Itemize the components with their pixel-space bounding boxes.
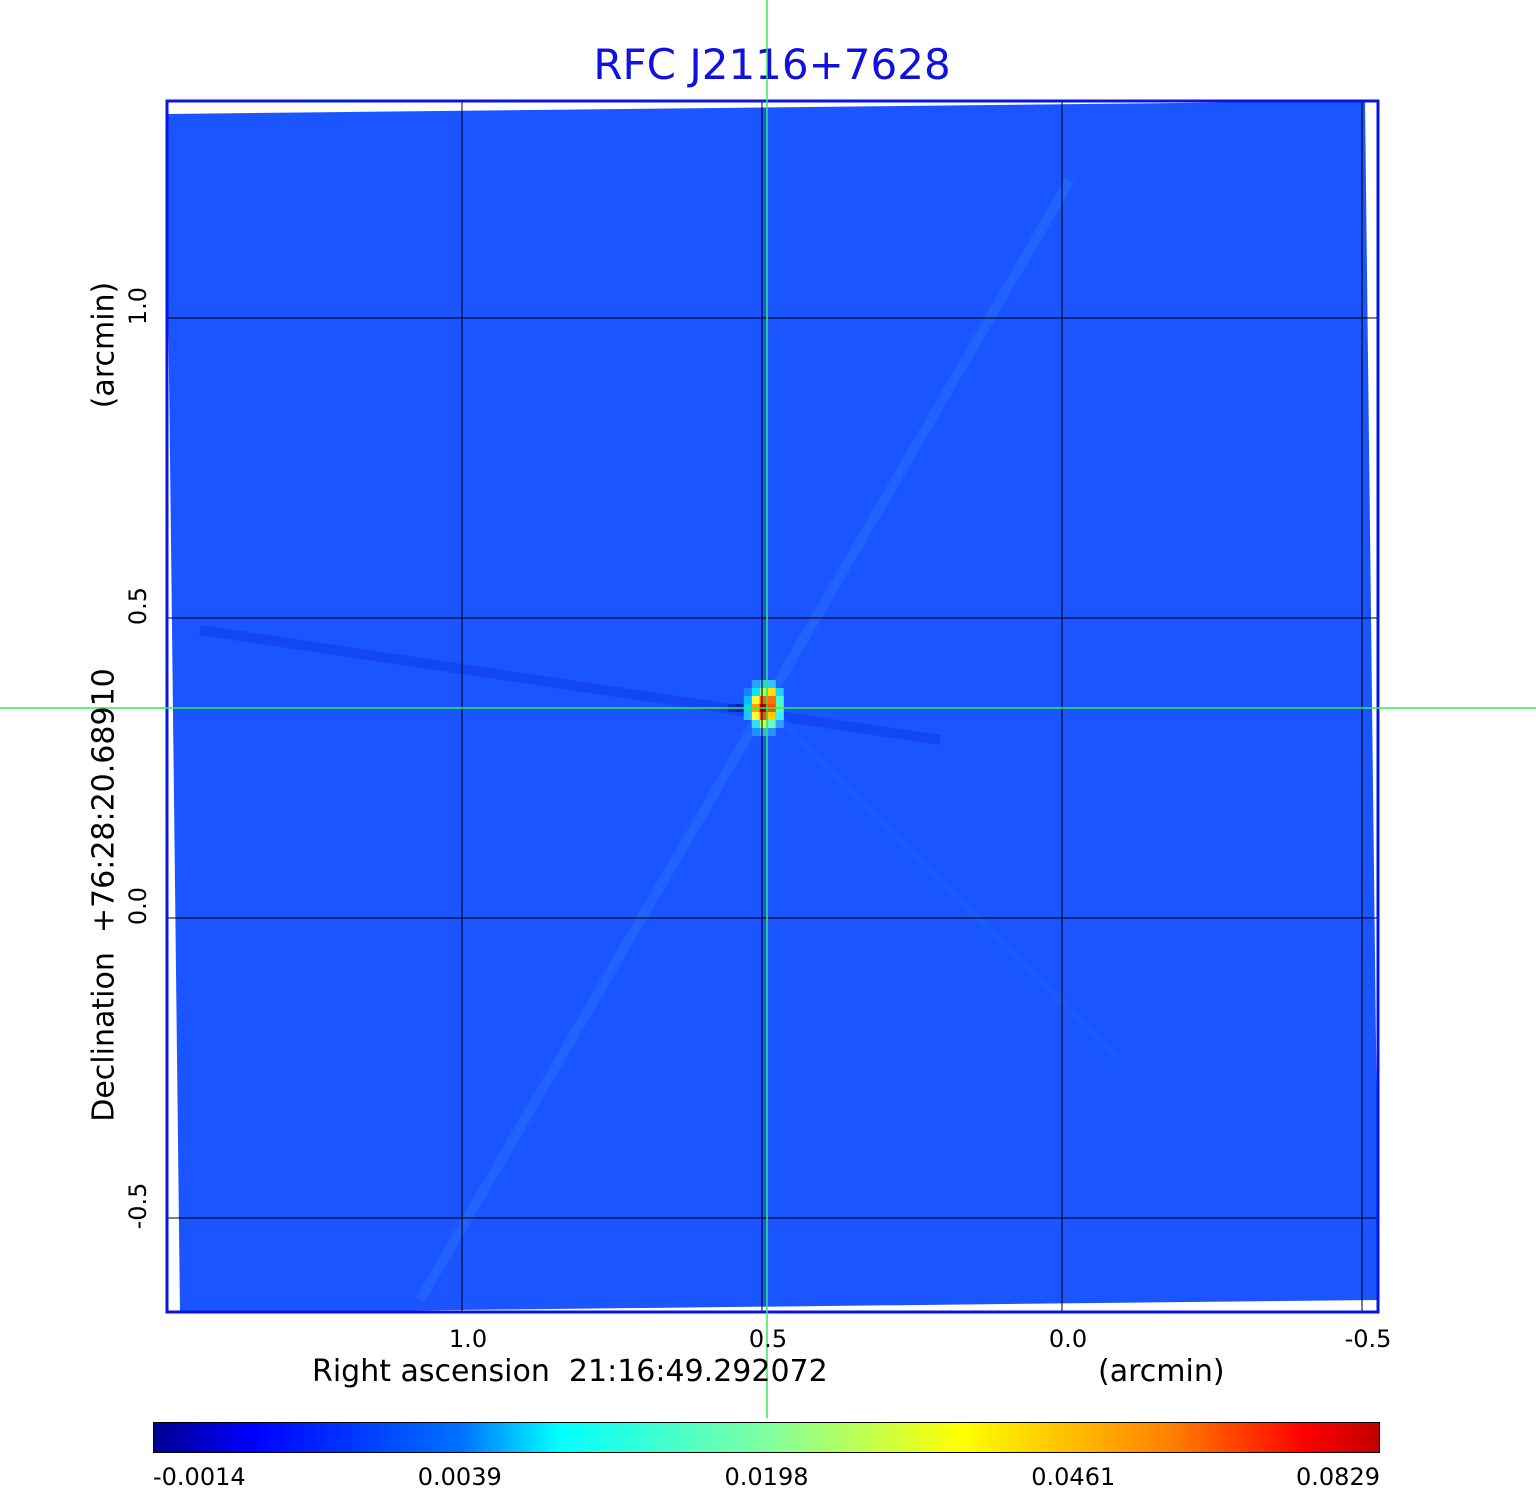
source-pixel [767,712,776,720]
y-tick-label: 1.0 [124,286,152,326]
source-pixel [751,696,760,704]
source-pixel [775,712,784,720]
source-pixel [759,696,768,704]
y-axis-label: Declination +76:28:20.68910 [86,668,122,1122]
source-pixel [759,728,768,736]
source-pixel [775,688,784,696]
source-pixel [751,680,760,688]
colorbar-tick-label: 0.0039 [417,1463,502,1491]
y-tick-label: -0.5 [124,1182,152,1230]
x-axis-unit: (arcmin) [1098,1354,1225,1389]
y-axis-unit: (arcmin) [86,281,122,409]
colorbar [153,1422,1380,1453]
source-pixel [767,728,776,736]
source-pixel [767,696,776,704]
y-tick-label: 0.5 [124,586,152,626]
source-pixel [751,712,760,720]
source-pixel [743,712,752,720]
colorbar-tick-label: 0.0198 [724,1463,809,1491]
source-pixel [743,696,752,704]
source-pixel [775,720,784,728]
source-pixel [743,688,752,696]
source-pixel [759,688,768,696]
source-pixel [767,688,776,696]
source-pixel [751,720,760,728]
source-pixel [775,696,784,704]
grid-lines [167,101,1378,1312]
x-axis-label: Right ascension 21:16:49.292072 [312,1354,828,1389]
x-tick-label: 0.0 [1048,1325,1088,1353]
sidelobe-streak [199,625,941,745]
source-pixel [759,720,768,728]
colorbar-tick-label: -0.0014 [153,1463,246,1491]
x-tick-label: 1.0 [448,1325,488,1353]
x-tick-label: -0.5 [1344,1325,1392,1353]
colorbar-tick-label: 0.0461 [1031,1463,1116,1491]
y-tick-label: 0.0 [124,886,152,926]
source-pixel [751,728,760,736]
plot-frame [165,99,1380,1314]
source-pixel [759,680,768,688]
colorbar-tick-label: 0.0829 [1296,1463,1380,1491]
source-pixel [751,688,760,696]
source-pixel [767,680,776,688]
source-pixel [767,720,776,728]
source-pixel [759,712,768,720]
chart-title: RFC J2116+7628 [593,40,951,89]
sidelobe-streak [415,177,1075,1303]
x-tick-label: 0.5 [748,1325,788,1353]
